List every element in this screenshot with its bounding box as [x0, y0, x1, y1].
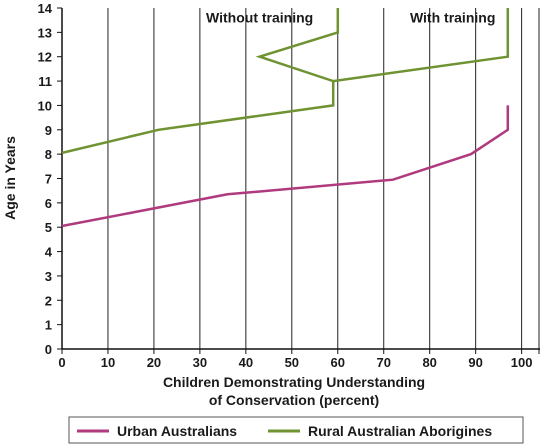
legend-label-urban: Urban Australians [117, 423, 237, 439]
y-tick-label-5: 5 [45, 220, 52, 235]
series-line-0 [61, 105, 510, 228]
axes [57, 7, 540, 354]
annotation-with-training: With training [410, 10, 495, 26]
y-tick-label-9: 9 [45, 123, 52, 138]
x-tick-label-80: 80 [422, 355, 436, 370]
y-tick-label-10: 10 [38, 98, 52, 113]
x-tick-label-40: 40 [239, 355, 253, 370]
y-tick-label-12: 12 [38, 50, 52, 65]
y-tick-label-2: 2 [45, 293, 52, 308]
y-tick-label-1: 1 [45, 318, 52, 333]
series-lines [61, 8, 510, 228]
x-tick-label-20: 20 [147, 355, 161, 370]
y-tick-label-4: 4 [45, 245, 53, 260]
y-tick-label-8: 8 [45, 147, 52, 162]
y-tick-label-3: 3 [45, 269, 52, 284]
y-tick-label-13: 13 [38, 25, 52, 40]
x-tick-label-10: 10 [101, 355, 115, 370]
annotation-without-training: Without training [206, 10, 313, 26]
series-line-2 [333, 8, 510, 83]
y-tick-label-11: 11 [38, 74, 52, 89]
x-tick-label-30: 30 [193, 355, 207, 370]
y-axis-title: Age in Years [2, 136, 18, 220]
x-tick-label-90: 90 [468, 355, 482, 370]
x-axis-title-line-2: of Conservation (percent) [209, 392, 379, 408]
x-tick-label-70: 70 [376, 355, 390, 370]
y-tick-label-6: 6 [45, 196, 52, 211]
x-axis-title-line-1: Children Demonstrating Understanding [163, 374, 425, 390]
x-tick-label-60: 60 [331, 355, 345, 370]
y-tick-label-14: 14 [38, 1, 53, 16]
grid-lines [107, 8, 540, 349]
y-tick-label-0: 0 [45, 342, 52, 357]
x-tick-label-100: 100 [511, 355, 533, 370]
y-tick-label-7: 7 [45, 172, 52, 187]
legend-label-rural: Rural Australian Aborigines [308, 423, 492, 439]
legend: Urban Australians Rural Australian Abori… [68, 416, 524, 444]
x-tick-label-50: 50 [285, 355, 299, 370]
x-tick-label-0: 0 [58, 355, 65, 370]
